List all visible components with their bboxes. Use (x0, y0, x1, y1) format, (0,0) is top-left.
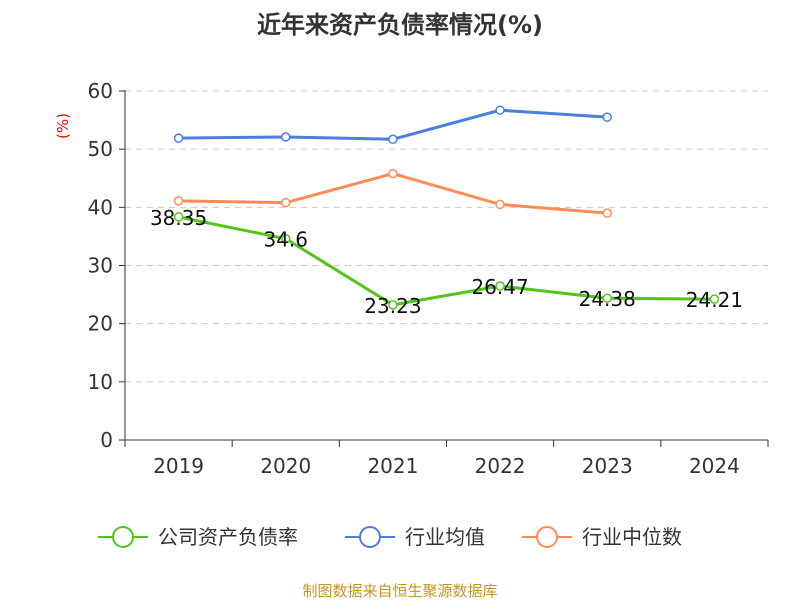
y-tick-label: 50 (88, 137, 113, 161)
legend-label[interactable]: 行业中位数 (582, 525, 682, 549)
data-point (495, 199, 505, 210)
data-point (602, 208, 612, 218)
legend-marker (112, 526, 134, 548)
data-label: 26.47 (471, 275, 528, 299)
data-point (602, 112, 612, 122)
data-point (388, 168, 398, 179)
data-label: 38.35 (150, 206, 207, 230)
x-tick-label: 2024 (689, 454, 740, 478)
y-axis-label: (%) (54, 113, 72, 139)
data-point (281, 233, 291, 244)
data-label: 23.23 (364, 294, 421, 318)
data-label: 24.21 (686, 288, 743, 312)
data-point (388, 300, 398, 310)
data-point (281, 132, 291, 142)
data-point (495, 105, 505, 115)
data-label: 24.38 (579, 287, 636, 311)
data-point (709, 294, 720, 304)
data-point (388, 134, 398, 145)
data-point (173, 196, 184, 206)
y-tick-label: 30 (88, 254, 113, 278)
data-point (173, 133, 184, 143)
x-tick-label: 2023 (582, 454, 633, 478)
x-tick-label: 2020 (260, 454, 311, 478)
data-label: 34.6 (263, 228, 308, 252)
y-tick-label: 10 (88, 370, 113, 394)
chart-title: 近年来资产负债率情况(%) (257, 11, 543, 39)
source-note: 制图数据来自恒生聚源数据库 (302, 582, 497, 600)
y-tick-label: 40 (88, 195, 113, 219)
legend-label[interactable]: 公司资产负债率 (158, 525, 298, 549)
data-point (495, 281, 505, 291)
series-line (178, 215, 715, 307)
legend-label[interactable]: 行业均值 (405, 525, 485, 549)
legend-marker (536, 526, 558, 548)
y-tick-label: 20 (88, 312, 113, 336)
x-tick-label: 2021 (367, 454, 418, 478)
data-point (602, 293, 612, 303)
x-tick-label: 2019 (153, 454, 204, 478)
data-point (173, 212, 184, 222)
y-tick-label: 0 (100, 428, 113, 452)
data-point (281, 197, 291, 208)
x-tick-label: 2022 (475, 454, 526, 478)
legend-marker (359, 526, 381, 548)
y-tick-label: 60 (88, 79, 113, 103)
